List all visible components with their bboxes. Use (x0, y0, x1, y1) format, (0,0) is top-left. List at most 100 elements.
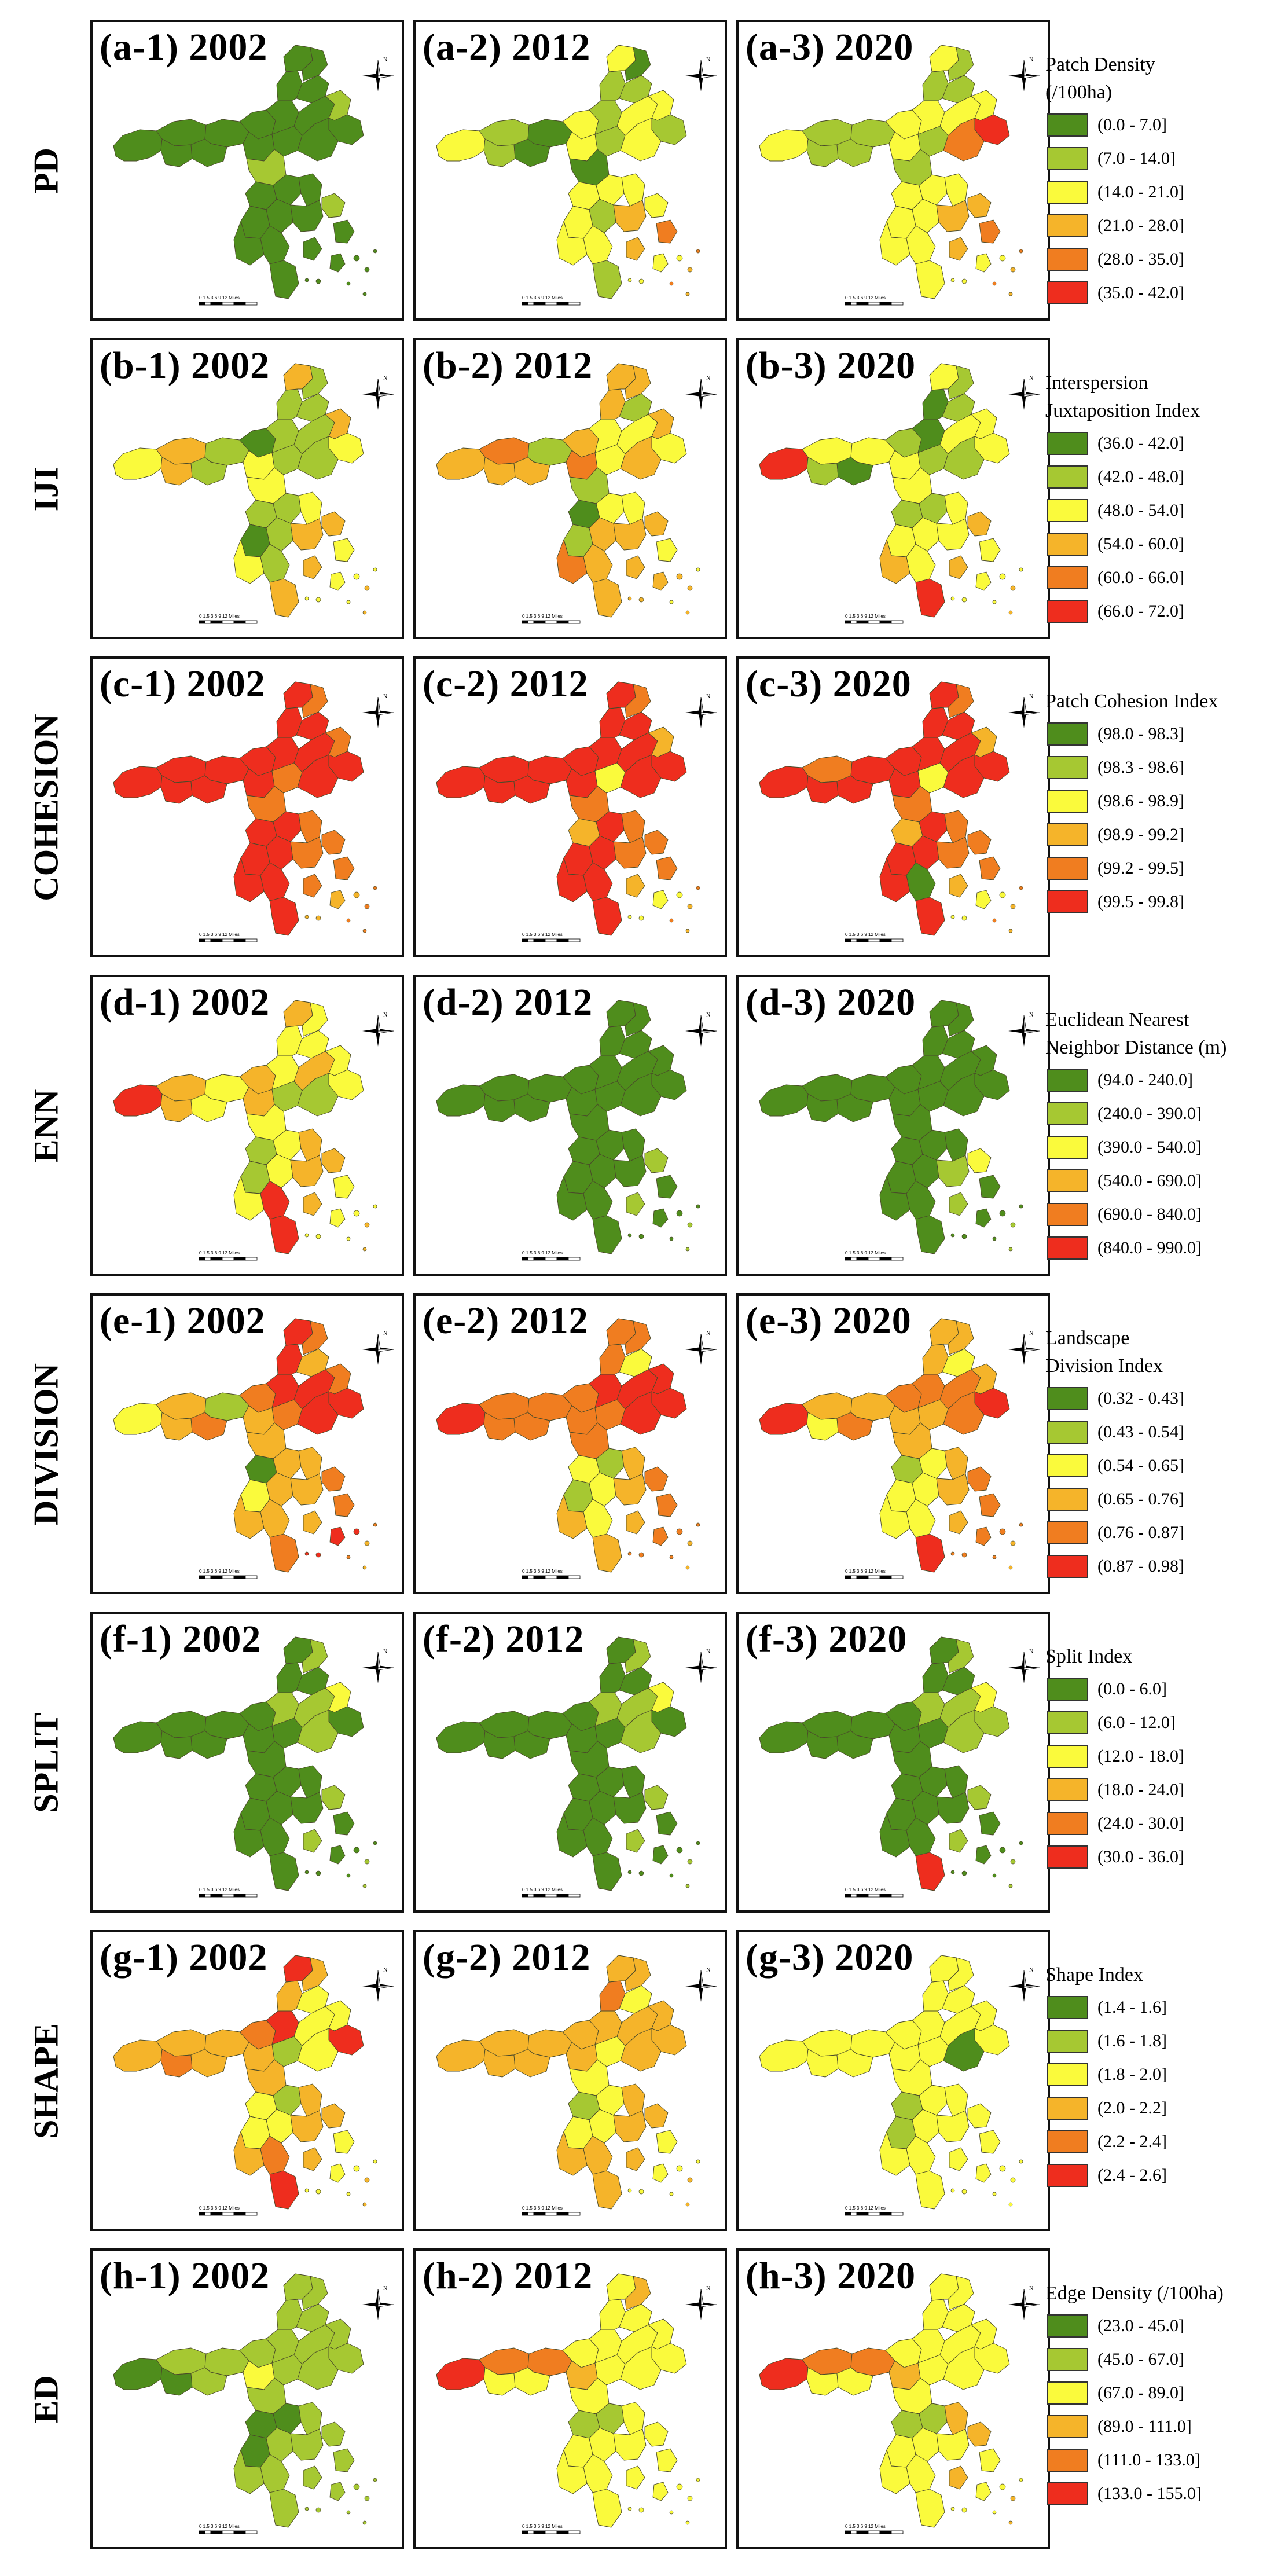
legend-title-line: Juxtaposition Index (1045, 400, 1200, 421)
island-ed-1-6 (373, 2478, 377, 2482)
scale-bar-label: 0 1.5 3 6 9 12 Miles (199, 1569, 240, 1574)
region-split-1-30 (303, 1829, 322, 1853)
choropleth-map (759, 1636, 1023, 1891)
island-enn-1-2 (364, 1222, 370, 1228)
scale-bar: 0 1.5 3 6 9 12 Miles (845, 1569, 904, 1579)
legend-range: (0.76 - 0.87] (1097, 1523, 1184, 1542)
island-cohesion-3-1 (999, 891, 1006, 898)
region-shape-1-24 (260, 2135, 290, 2175)
island-iji-3-7 (950, 596, 955, 601)
region-enn-3-25 (915, 1215, 945, 1254)
region-split-3-24 (906, 1817, 936, 1856)
region-division-2-28 (613, 1473, 647, 1506)
legend-item: (0.43 - 0.54] (1045, 1414, 1254, 1447)
region-ed-3-1 (759, 2358, 809, 2390)
map-panel: (f-3) 2020 N 0 1.5 3 6 9 12 Miles (736, 1612, 1050, 1913)
legend-range: (1.6 - 1.8] (1097, 2031, 1167, 2050)
island-pd-3-1 (999, 255, 1006, 262)
legend-swatch (1047, 465, 1088, 489)
legend-item: (0.32 - 0.43] (1045, 1380, 1254, 1414)
legend-item: (0.0 - 7.0] (1045, 107, 1254, 140)
legend-item: (7.0 - 14.0] (1045, 140, 1254, 174)
legend-item: (690.0 - 840.0] (1045, 1196, 1254, 1230)
row-label: IJI (23, 338, 69, 640)
region-iji-1-28 (290, 518, 324, 551)
region-iji-1-1 (113, 447, 163, 480)
scale-bar: 0 1.5 3 6 9 12 Miles (199, 1569, 258, 1579)
region-cohesion-1-25 (269, 897, 299, 936)
map-panel: (g-3) 2020 N 0 1.5 3 6 9 12 Miles (736, 1930, 1050, 2231)
region-cohesion-3-28 (936, 836, 970, 869)
region-shape-1-28 (290, 2110, 324, 2142)
region-iji-1-17 (297, 436, 339, 480)
north-label: N (383, 1012, 387, 1018)
region-iji-2-29 (656, 538, 678, 562)
island-division-2-2 (687, 1540, 693, 1546)
row-label-text: IJI (27, 467, 65, 512)
region-division-2-31 (652, 1526, 669, 1546)
island-ed-3-5 (1008, 2520, 1013, 2525)
region-cohesion-2-24 (583, 862, 613, 901)
island-iji-1-5 (362, 610, 367, 615)
region-cohesion-2-28 (613, 836, 647, 869)
island-split-1-5 (362, 1884, 367, 1888)
region-division-1-17 (297, 1391, 339, 1435)
north-label: N (706, 57, 710, 63)
scale-bar: 0 1.5 3 6 9 12 Miles (845, 1250, 904, 1261)
scale-bar: 0 1.5 3 6 9 12 Miles (199, 932, 258, 942)
region-cohesion-2-8 (599, 707, 626, 738)
region-pd-2-10 (625, 47, 651, 82)
north-arrow-icon: N (1008, 375, 1040, 410)
region-pd-1-1 (113, 129, 163, 162)
legend-swatch (1047, 1203, 1088, 1226)
legend-swatch (1047, 1996, 1088, 2019)
panel-title: (g-3) 2020 (746, 1936, 914, 1979)
scale-bar: 0 1.5 3 6 9 12 Miles (522, 295, 581, 306)
region-iji-1-8 (276, 388, 303, 420)
region-iji-3-25 (915, 578, 945, 618)
region-division-3-30 (949, 1510, 968, 1535)
map-panel: (d-2) 2012 N 0 1.5 3 6 9 12 Miles (413, 975, 727, 1276)
island-ed-3-7 (950, 2507, 955, 2511)
island-division-1-2 (364, 1540, 370, 1546)
scale-bar: 0 1.5 3 6 9 12 Miles (845, 614, 904, 624)
legend-range: (240.0 - 390.0] (1097, 1104, 1202, 1123)
region-enn-3-10 (948, 1002, 974, 1037)
north-label: N (706, 1012, 710, 1018)
region-pd-3-8 (922, 70, 949, 101)
region-shape-2-17 (620, 2028, 662, 2072)
region-split-1-24 (260, 1817, 290, 1856)
island-shape-3-5 (1008, 2202, 1013, 2207)
legend-swatch (1047, 1521, 1088, 1544)
legend-title-line: Split Index (1045, 1646, 1133, 1667)
legend-range: (0.0 - 6.0] (1097, 1679, 1167, 1698)
metric-row-iji: IJI (b-1) 2002 N 0 1.5 3 6 9 12 Miles (b-2) … (0, 338, 1263, 640)
legend-item: (30.0 - 36.0] (1045, 1839, 1254, 1872)
island-shape-3-2 (1010, 2177, 1016, 2183)
north-label: N (706, 1649, 710, 1655)
island-pd-2-7 (627, 278, 632, 282)
region-division-1-25 (269, 1533, 299, 1573)
island-pd-3-3 (992, 281, 997, 286)
north-label: N (1029, 1967, 1033, 1973)
legend-item: (94.0 - 240.0] (1045, 1062, 1254, 1095)
region-pd-3-24 (906, 225, 936, 265)
region-ed-1-17 (297, 2346, 339, 2390)
region-cohesion-3-29 (979, 856, 1001, 880)
island-ed-3-4 (961, 2507, 967, 2513)
legend-item: (0.0 - 6.0] (1045, 1671, 1254, 1704)
legend-item: (240.0 - 390.0] (1045, 1095, 1254, 1129)
island-ed-3-1 (999, 2483, 1006, 2490)
region-split-1-10 (302, 1639, 328, 1674)
region-iji-2-1 (436, 447, 486, 480)
choropleth-map (113, 363, 377, 618)
choropleth-map (436, 45, 700, 299)
legend-item: (14.0 - 21.0] (1045, 174, 1254, 207)
region-pd-2-23 (556, 221, 588, 266)
legend-title-line: Edge Density (/100ha) (1045, 2283, 1224, 2304)
north-arrow-icon: N (1008, 1330, 1040, 1365)
region-enn-1-23 (233, 1176, 265, 1221)
island-enn-2-3 (669, 1236, 674, 1241)
island-shape-1-3 (346, 2192, 351, 2196)
region-split-3-23 (879, 1812, 910, 1858)
